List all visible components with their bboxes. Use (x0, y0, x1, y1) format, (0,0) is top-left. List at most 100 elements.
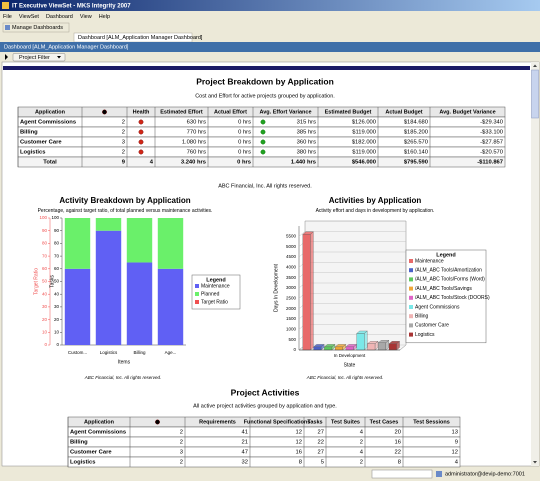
legend-swatch (409, 295, 413, 300)
status-icon (102, 109, 107, 115)
x-tick-label: Age... (165, 350, 177, 355)
section-title: Project Activities (231, 387, 300, 397)
legend-label: Maintenance (201, 283, 230, 289)
x-tick-label: Logistics (100, 350, 118, 355)
cell: Billing (70, 440, 88, 446)
section-subtitle: Cost and Effort for active projects grou… (195, 93, 335, 99)
status-icon (155, 419, 160, 425)
y-tick-label: 10 (54, 329, 60, 334)
cell: 12 (296, 430, 302, 436)
y2-tick-label: 30 (42, 304, 48, 309)
window-title: IT Executive ViewSet - MKS Integrity 200… (12, 4, 131, 10)
bar-segment (64, 268, 91, 345)
y-tick-label: 70 (54, 253, 60, 258)
cell: 2 (122, 150, 125, 156)
x-tick-label: Custom... (68, 350, 87, 355)
scrollbar[interactable] (531, 62, 539, 466)
cell: 315 hrs (297, 120, 316, 126)
menu-item[interactable]: Dashboard (46, 14, 73, 20)
column-header: Estimated Budget (325, 109, 372, 115)
chart-footnote: ABC Financial, Inc. All rights reserved. (306, 375, 384, 380)
y-tick-label: 80 (54, 241, 60, 246)
cell: 9 (122, 160, 126, 166)
charts: Activity Breakdown by Application Percent… (33, 196, 490, 380)
cell: 3 (180, 450, 183, 456)
title-bar (0, 0, 540, 11)
project-filter-label[interactable]: Project Filter (19, 55, 50, 61)
cell: $126.000 (352, 120, 376, 126)
cell: 2 (360, 460, 363, 466)
legend-label: /ALM_ABC Tools/Forms (Word) (415, 277, 485, 283)
cell: Logistics (20, 150, 45, 156)
legend-swatch (195, 292, 199, 296)
cell: 8 (299, 460, 302, 466)
cell: -$110.867 (477, 160, 503, 166)
status-icon (260, 119, 266, 125)
cell: 21 (242, 440, 248, 446)
dashboard-tab-label[interactable]: Dashboard [ALM_Application Manager Dashb… (78, 35, 203, 41)
cell: 13 (452, 430, 458, 436)
legend-box (405, 249, 487, 344)
filter-bar (0, 52, 540, 62)
legend-swatch (409, 259, 413, 263)
cell: 3.240 hrs (181, 160, 206, 166)
cell: $182.000 (352, 140, 376, 146)
y2-tick-label: 70 (42, 253, 48, 258)
legend-swatch (409, 314, 413, 319)
y-tick-label: 20 (54, 317, 60, 322)
y-tick-label: 1500 (286, 316, 297, 321)
y-tick-label: 3500 (286, 275, 297, 280)
legend-label: Customer Care (415, 323, 449, 329)
cell: $795.590 (404, 160, 428, 166)
menu-item[interactable]: Help (99, 14, 110, 20)
y-tick-label: 1000 (286, 327, 297, 332)
cell: Logistics (70, 460, 95, 466)
legend-swatch (409, 323, 413, 328)
column-header: Test Suites (331, 419, 360, 425)
cell: 12 (452, 450, 458, 456)
y-tick-label: 2000 (286, 306, 297, 311)
cell: 760 hrs (187, 150, 206, 156)
cell: Customer Care (20, 140, 62, 146)
cell: -$33.100 (480, 130, 503, 136)
cell: Total (43, 160, 57, 166)
x-axis-label: Items (118, 359, 131, 365)
menu-item[interactable]: View (80, 14, 92, 20)
table-row (17, 156, 506, 168)
app-icon (2, 2, 9, 9)
cell: 380 hrs (297, 150, 316, 156)
cell: Billing (20, 130, 38, 136)
legend-label: /ALM_ABC Tools/Savings (415, 286, 472, 292)
menu-item[interactable]: File (3, 14, 12, 20)
status-icon (138, 129, 144, 135)
cell: 8 (398, 460, 401, 466)
manage-button[interactable] (2, 22, 70, 33)
y-tick-label: 3000 (286, 285, 297, 290)
y2-tick-label: 0 (44, 342, 47, 347)
legend-box (191, 274, 241, 310)
filter-arrow (5, 54, 8, 60)
scroll-thumb[interactable] (531, 69, 539, 119)
project-filter-button[interactable] (12, 53, 66, 62)
status-icon (138, 149, 144, 155)
cell: 22 (395, 450, 401, 456)
menu-item[interactable]: ViewSet (19, 14, 40, 20)
legend-label: Target Ratio (201, 299, 228, 305)
table-row (67, 446, 461, 458)
cell: 2 (122, 130, 125, 136)
legend-swatch (195, 284, 199, 288)
column-header: Application (84, 419, 115, 425)
cell: $184.680 (404, 120, 428, 126)
status-icon (138, 139, 144, 145)
column-header: Test Cases (370, 419, 399, 425)
table-row (67, 426, 461, 438)
bar (334, 346, 343, 351)
legend-swatch (409, 305, 413, 309)
cell: 4 (455, 460, 459, 466)
column-header: Actual Budget (385, 109, 422, 115)
manage-button-label[interactable]: Manage Dashboards (12, 25, 63, 31)
cell: 1.080 hrs (182, 140, 206, 146)
cell: 0 hrs (238, 150, 251, 156)
